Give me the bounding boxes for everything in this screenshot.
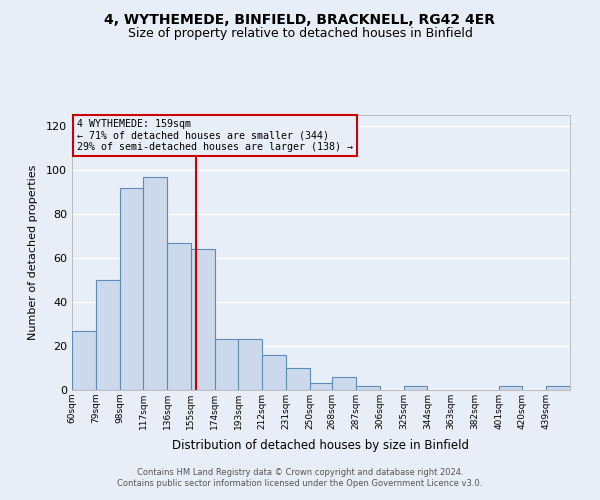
Bar	[215, 340, 238, 390]
Text: 4 WYTHEMEDE: 159sqm
← 71% of detached houses are smaller (344)
29% of semi-detac: 4 WYTHEMEDE: 159sqm ← 71% of detached ho…	[77, 119, 353, 152]
Bar	[546, 386, 570, 390]
Bar	[72, 330, 96, 390]
Bar	[332, 377, 356, 390]
Y-axis label: Number of detached properties: Number of detached properties	[28, 165, 38, 340]
Bar	[404, 386, 427, 390]
Bar	[499, 386, 523, 390]
Bar	[286, 368, 310, 390]
Bar	[310, 384, 332, 390]
Bar	[262, 355, 286, 390]
Bar	[356, 386, 380, 390]
Text: Contains HM Land Registry data © Crown copyright and database right 2024.
Contai: Contains HM Land Registry data © Crown c…	[118, 468, 482, 487]
Bar	[143, 176, 167, 390]
Text: 4, WYTHEMEDE, BINFIELD, BRACKNELL, RG42 4ER: 4, WYTHEMEDE, BINFIELD, BRACKNELL, RG42 …	[104, 12, 496, 26]
Bar	[238, 340, 262, 390]
Bar	[119, 188, 143, 390]
Bar	[96, 280, 119, 390]
Text: Size of property relative to detached houses in Binfield: Size of property relative to detached ho…	[128, 28, 472, 40]
Bar	[167, 242, 191, 390]
Bar	[191, 249, 215, 390]
Text: Distribution of detached houses by size in Binfield: Distribution of detached houses by size …	[173, 440, 470, 452]
